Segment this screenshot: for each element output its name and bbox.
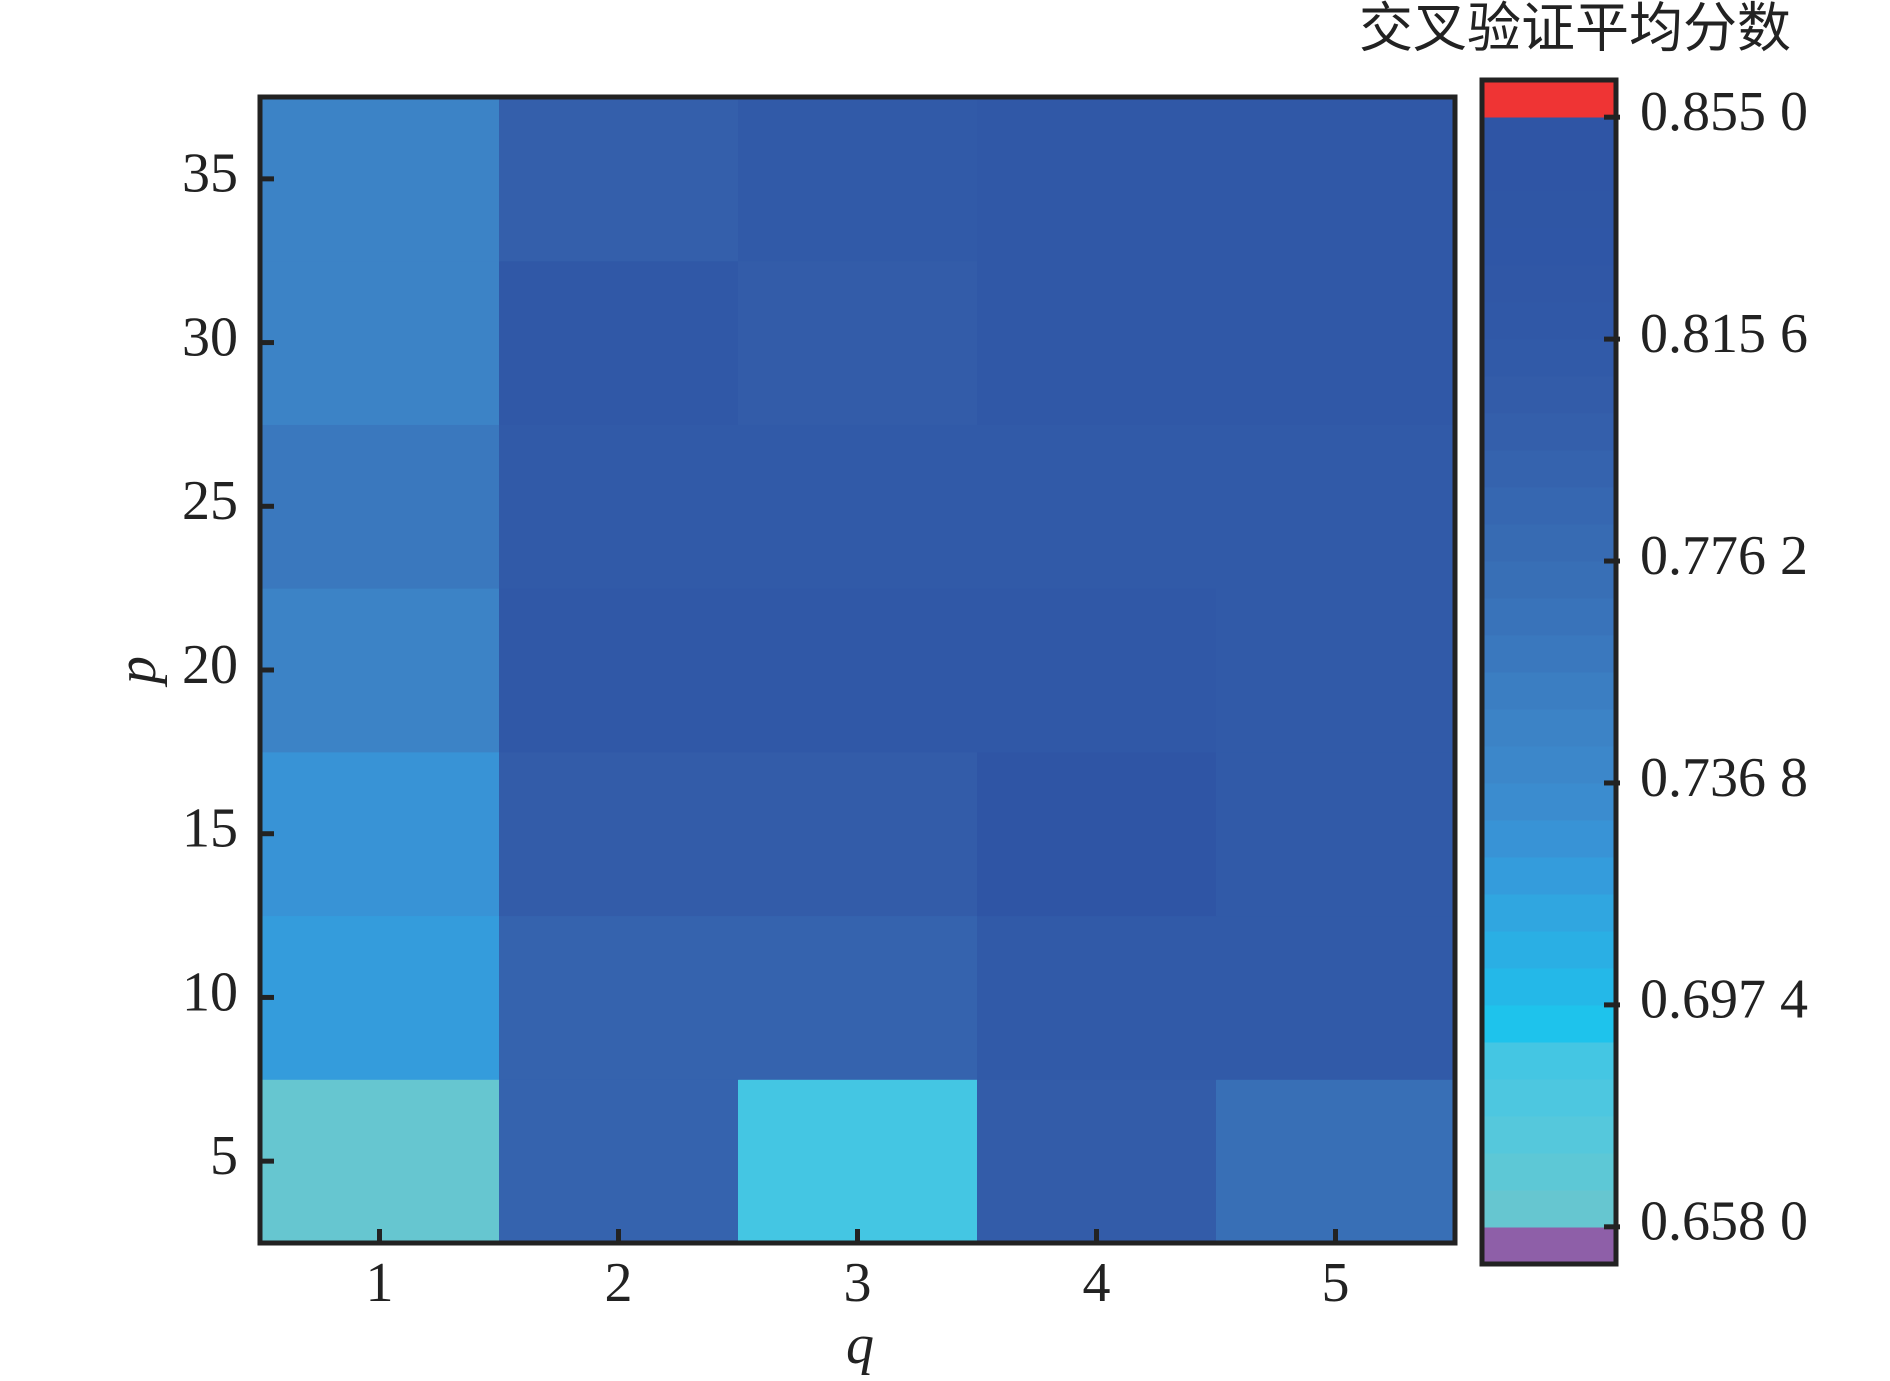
- y-tick-label: 35: [182, 143, 238, 205]
- colorbar-frame: [1479, 77, 1619, 1267]
- heatmap-cell: [1216, 915, 1456, 1080]
- heatmap-cell: [977, 751, 1217, 917]
- colorbar-strip: [1482, 931, 1616, 969]
- heatmap-cell: [1216, 751, 1456, 917]
- colorbar-strip: [1482, 1005, 1616, 1043]
- x-tick-label: 2: [605, 1252, 633, 1314]
- heatmap-cell: [977, 1079, 1217, 1244]
- colorbar-strip: [1482, 1227, 1616, 1265]
- colorbar-strip: [1482, 857, 1616, 895]
- heatmap-cell: [499, 1079, 739, 1244]
- heatmap-cell: [738, 424, 978, 589]
- x-tick-label: 1: [366, 1252, 394, 1314]
- y-tick-label: 30: [182, 306, 238, 368]
- heatmap-cell: [977, 97, 1217, 262]
- colorbar-strip: [1482, 339, 1616, 377]
- colorbar-strip: [1482, 561, 1616, 599]
- colorbar-strip: [1482, 1079, 1616, 1117]
- colorbar-strip: [1482, 968, 1616, 1006]
- colorbar-strip: [1482, 302, 1616, 340]
- colorbar-strip: [1482, 228, 1616, 266]
- colorbar-strip: [1482, 376, 1616, 414]
- heatmap-cell: [260, 751, 500, 917]
- colorbar-strip: [1482, 191, 1616, 229]
- x-tick-label: 5: [1322, 1252, 1350, 1314]
- colorbar-strip: [1482, 1190, 1616, 1228]
- colorbar-tick-label: 0.776 2: [1640, 525, 1808, 587]
- heatmap-cell: [260, 588, 500, 753]
- colorbar-tick-label: 0.815 6: [1640, 303, 1808, 365]
- colorbar-strip: [1482, 635, 1616, 673]
- heatmap-cell: [738, 1079, 978, 1244]
- heatmap-cell: [738, 915, 978, 1080]
- y-tick-label: 5: [210, 1125, 238, 1187]
- heatmap-cell: [738, 588, 978, 753]
- x-axis-title: q: [846, 1314, 874, 1376]
- heatmap-cell: [1216, 97, 1456, 262]
- colorbar-strip: [1482, 894, 1616, 932]
- heatmap-cell: [738, 97, 978, 262]
- heatmap-cell: [260, 1079, 500, 1244]
- colorbar-strip: [1482, 117, 1616, 155]
- heatmap-cell: [977, 424, 1217, 589]
- heatmap-cell: [1216, 260, 1456, 425]
- heatmap-cell: [260, 260, 500, 425]
- colorbar-title: 交叉验证平均分数: [1359, 0, 1791, 58]
- y-tick-label: 10: [182, 961, 238, 1023]
- y-axis-title: p: [106, 656, 168, 688]
- y-tick-label: 15: [182, 798, 238, 860]
- colorbar-tick-label: 0.736 8: [1640, 747, 1808, 809]
- colorbar-strip: [1482, 265, 1616, 303]
- colorbar-strip: [1482, 1116, 1616, 1154]
- heatmap-cell: [977, 260, 1217, 425]
- colorbar-strip: [1482, 746, 1616, 784]
- heatmap-cell: [499, 915, 739, 1080]
- colorbar-strip: [1482, 413, 1616, 451]
- colorbar-strip: [1482, 154, 1616, 192]
- colorbar-strip: [1482, 820, 1616, 858]
- x-tick-label: 3: [844, 1252, 872, 1314]
- heatmap-cell: [1216, 1079, 1456, 1244]
- heatmap-cell: [1216, 424, 1456, 589]
- heatmap-cell: [260, 915, 500, 1080]
- heatmap-cell: [977, 588, 1217, 753]
- heatmap-cell: [977, 915, 1217, 1080]
- x-tick-label: 4: [1083, 1252, 1111, 1314]
- colorbar-strip: [1482, 524, 1616, 562]
- colorbar-strip: [1482, 450, 1616, 488]
- colorbar-strip: [1482, 783, 1616, 821]
- y-tick-label: 20: [182, 634, 238, 696]
- colorbar-strip: [1482, 80, 1616, 118]
- heatmap-cell: [738, 260, 978, 425]
- heatmap-cell: [499, 588, 739, 753]
- heatmap-cell: [499, 751, 739, 917]
- colorbar-tick-label: 0.697 4: [1640, 969, 1808, 1031]
- heatmap-cell: [499, 97, 739, 262]
- colorbar-strip: [1482, 1042, 1616, 1080]
- heatmap-cell: [738, 751, 978, 917]
- colorbar-tick-label: 0.855 0: [1640, 81, 1808, 143]
- colorbar-strip: [1482, 598, 1616, 636]
- y-tick-label: 25: [182, 470, 238, 532]
- heatmap-cell: [499, 260, 739, 425]
- colorbar-strip: [1482, 1153, 1616, 1191]
- colorbar-strip: [1482, 487, 1616, 525]
- colorbar-strip: [1482, 672, 1616, 710]
- heatmap-cell: [260, 424, 500, 589]
- colorbar-strip: [1482, 709, 1616, 747]
- colorbar-tick-label: 0.658 0: [1640, 1191, 1808, 1253]
- heatmap-cell: [499, 424, 739, 589]
- heatmap-cell: [1216, 588, 1456, 753]
- heatmap-cell: [260, 97, 500, 262]
